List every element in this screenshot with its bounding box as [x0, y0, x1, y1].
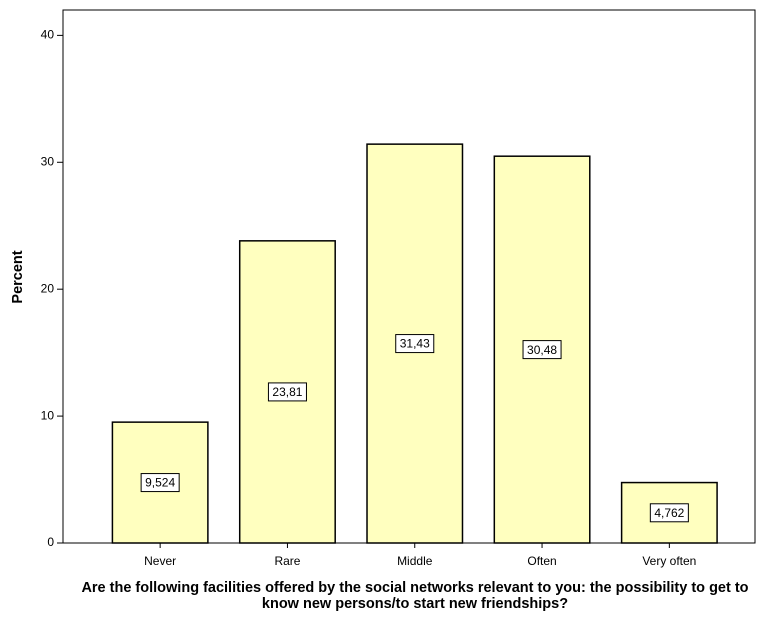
y-tick-label: 40: [41, 28, 55, 42]
x-tick-label: Rare: [274, 554, 300, 568]
value-label: 23,81: [272, 385, 302, 399]
y-axis-label: Percent: [10, 250, 26, 303]
value-label: 31,43: [400, 337, 430, 351]
y-tick-label: 30: [41, 154, 55, 168]
value-label-box: [395, 334, 435, 354]
x-tick-label: Often: [527, 554, 556, 568]
x-tick-label: Very often: [642, 554, 696, 568]
y-tick-label: 10: [41, 408, 55, 422]
value-label: 9,524: [145, 476, 175, 490]
value-label-box: [522, 340, 562, 360]
x-axis-label: Are the following facilities offered by …: [81, 580, 749, 612]
value-label-box: [649, 503, 689, 523]
y-tick-label: 20: [41, 281, 55, 295]
x-tick-label: Middle: [397, 554, 433, 568]
value-label-box: [140, 473, 180, 493]
x-tick-label: Never: [144, 554, 176, 568]
value-label: 4,762: [654, 506, 684, 520]
value-label: 30,48: [527, 343, 557, 357]
y-tick-label: 0: [47, 535, 54, 549]
value-label-box: [267, 382, 307, 402]
